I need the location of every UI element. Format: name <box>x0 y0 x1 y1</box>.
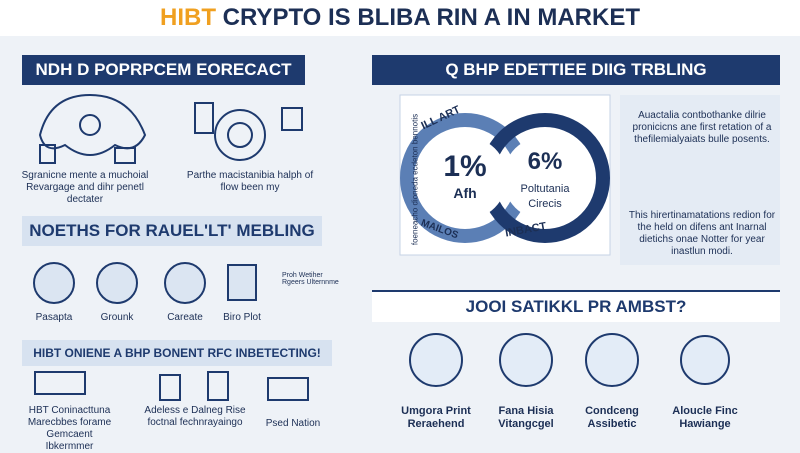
item-label: Aloucle Finc Hawiange <box>672 405 738 430</box>
item-label: HBT Coninacttuna Marecbbes forame Gemcae… <box>27 405 112 452</box>
title-highlight: HIBT <box>159 4 216 31</box>
item-label: Adeless e Dalneg Rise foctnal fechnrayai… <box>144 405 246 428</box>
value-caption: Poltutania Cirecis <box>520 183 570 210</box>
title: CRYPTO IS BLIBA RIN A IN MARKET <box>222 4 640 31</box>
value: 1% <box>443 150 487 183</box>
caption: Parthe macistanibia halph of flow been m… <box>186 170 314 193</box>
item-label: Condceng Assibetic <box>585 405 639 430</box>
section-heading: NOETHS FOR RAUEL'LT' MEBLING <box>22 216 322 246</box>
note: Auactalia contbothanke dilrie pronicicns… <box>632 110 772 145</box>
item-label: Psed Nation <box>265 418 321 429</box>
item-label: Pasapta <box>35 312 73 323</box>
item-label: Fana Hisia Vitangcgel <box>498 405 554 430</box>
section-heading: Q BHP EDETTIEE DIIG TRBLING <box>372 55 780 85</box>
side-text: foeneacho dioneda ecdeton bennotis <box>410 113 420 246</box>
item-label: Biro Plot <box>223 312 261 323</box>
value-caption: Afh <box>453 185 477 201</box>
note: This hirertinamatations redion for the h… <box>628 210 776 257</box>
item-label: Careate <box>167 312 203 323</box>
note: Proh Wetiher Rgeers Ulternnme <box>282 272 339 286</box>
section-heading: NDH D POPRPCEM EORECACT <box>22 55 305 85</box>
caption: Sgranicne mente a muchoial Revargage and… <box>21 170 149 205</box>
title-bar: HIBT CRYPTO IS BLIBA RIN A IN MARKET <box>0 0 800 36</box>
section-heading: JOOI SATIKKL PR AMBST? <box>372 290 780 322</box>
item-label: Umgora Print Reraehend <box>401 405 471 430</box>
value: 6% <box>527 148 563 175</box>
section-heading: HIBT ONIENE A BHP BONENT RFC INBETECTING… <box>22 340 332 366</box>
item-label: Grounk <box>100 312 134 323</box>
